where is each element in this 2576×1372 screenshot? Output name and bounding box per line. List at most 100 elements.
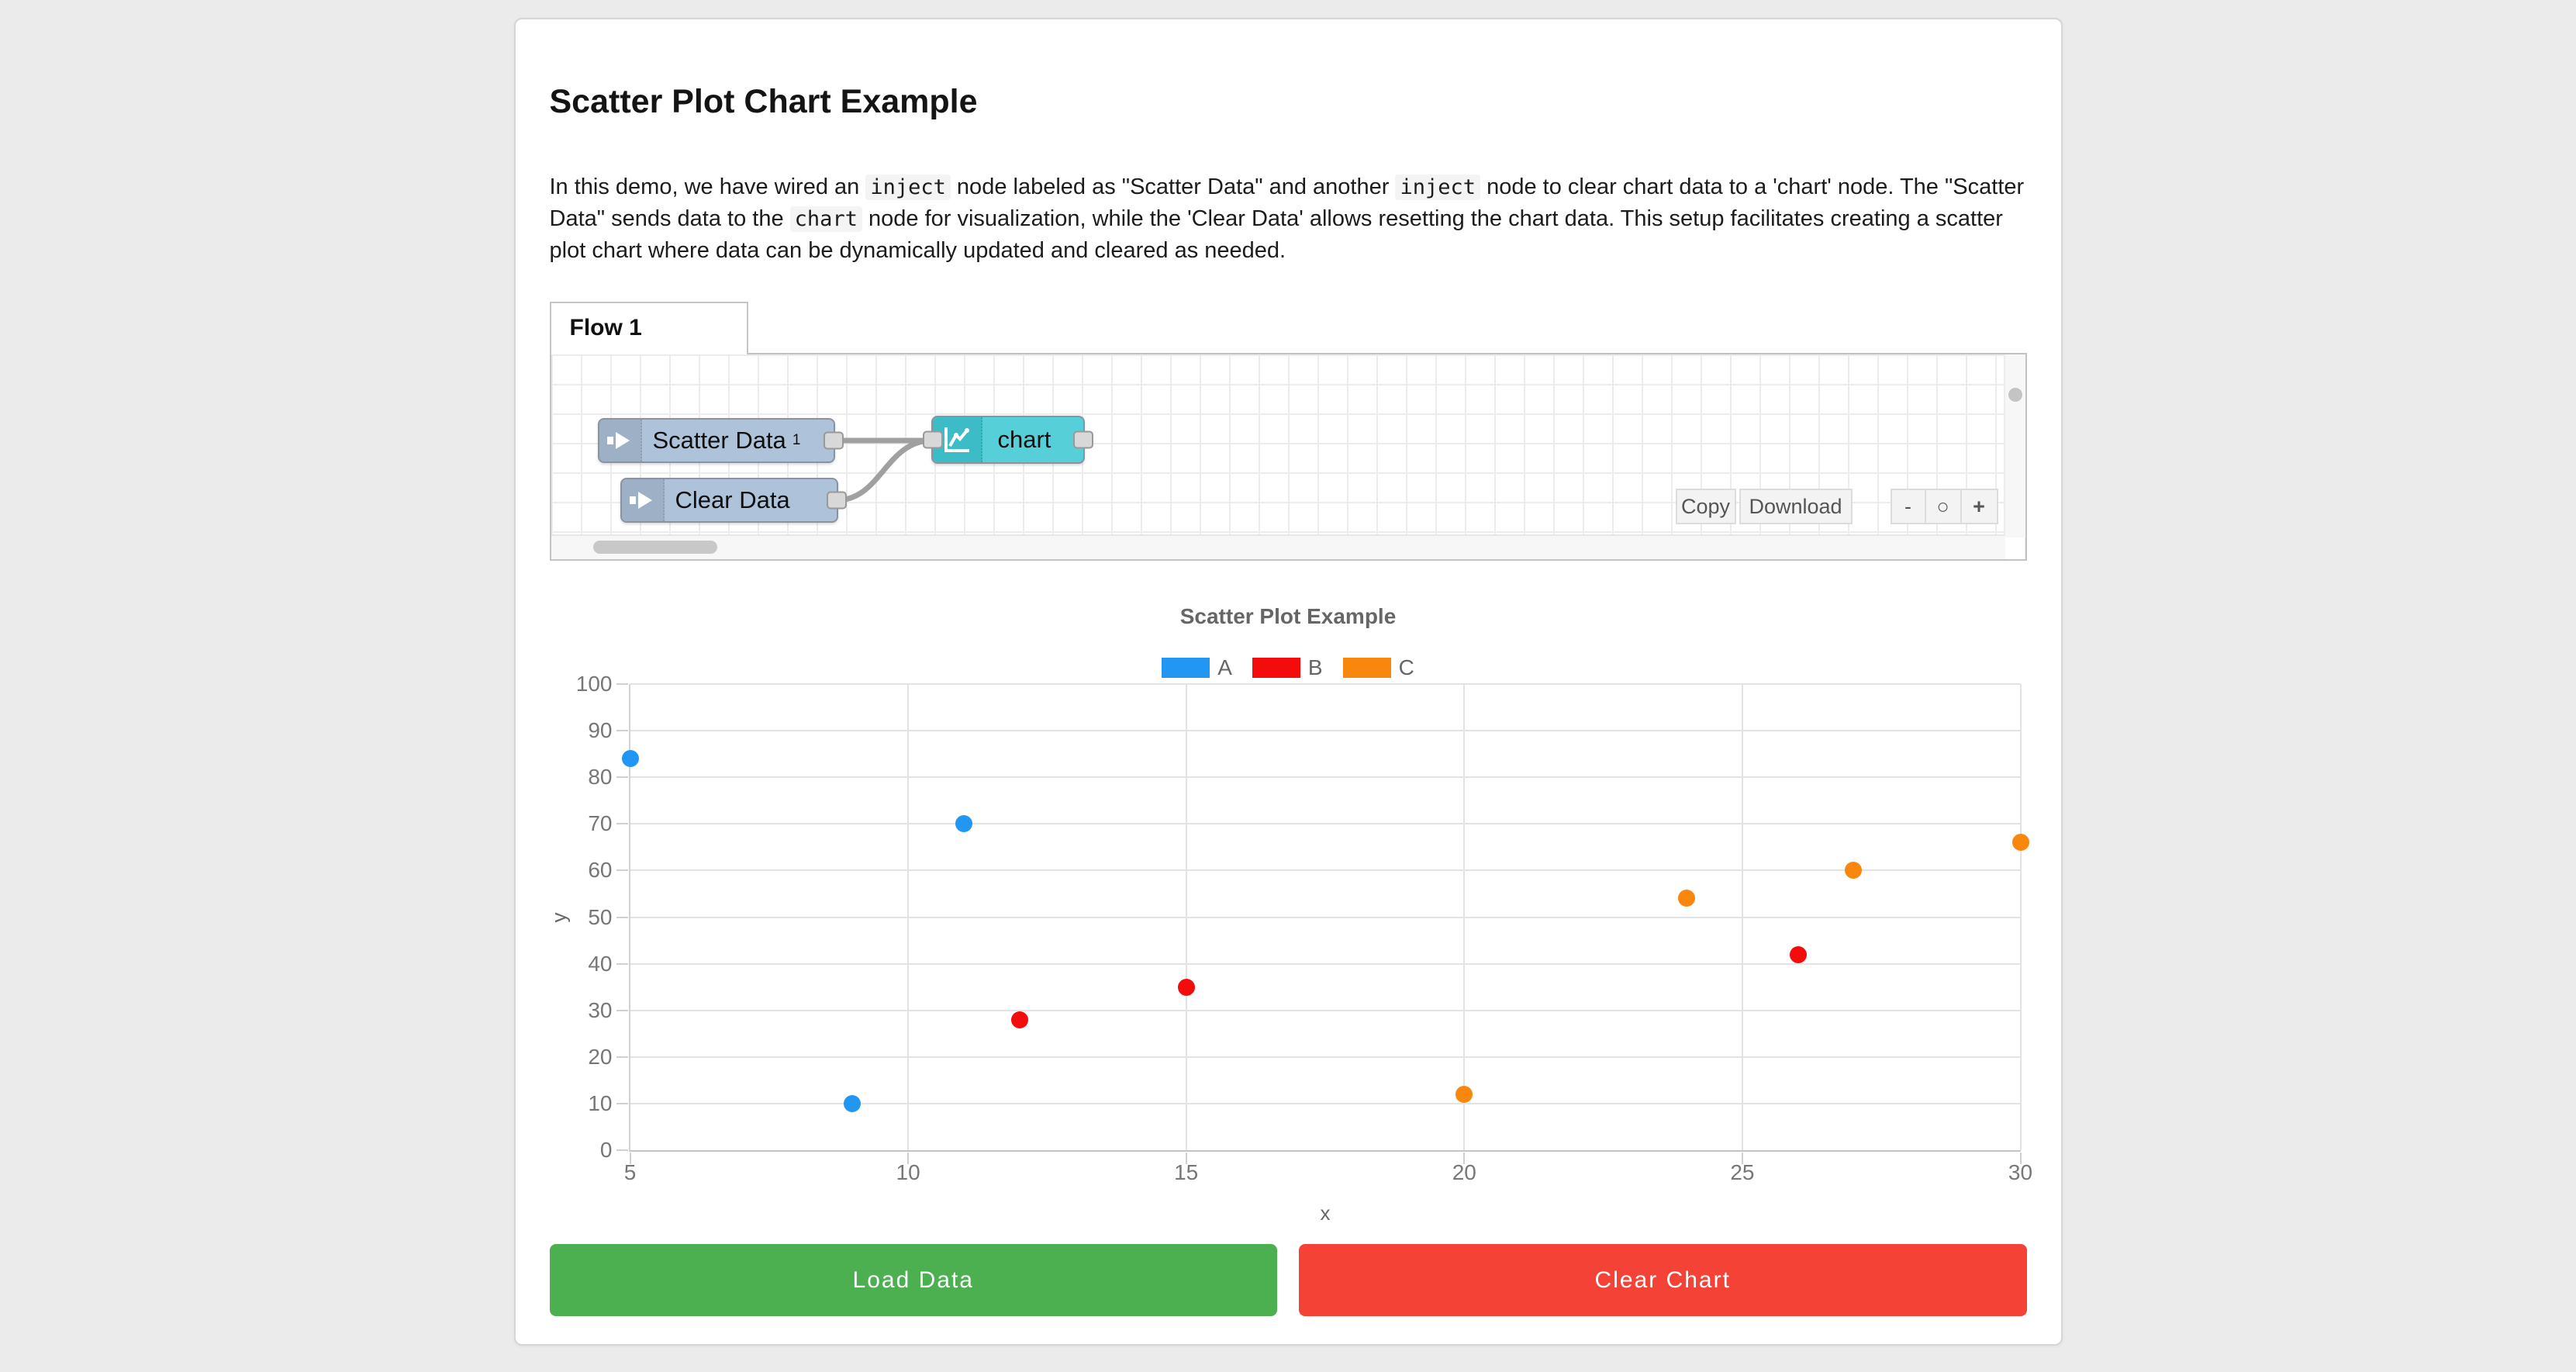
output-port[interactable] [826,491,847,510]
node-clear-data[interactable]: Clear Data [620,478,847,523]
vertical-scrollbar-thumb[interactable] [2008,388,2022,402]
node-chart[interactable]: chart [922,416,1093,464]
description-text: node to clear chart data to a 'chart' no… [549,175,2025,231]
zoom-out-button[interactable]: - [1890,489,1926,524]
zoom-in-button[interactable]: + [1960,489,1998,524]
y-tick-label: 30 [588,997,613,1022]
data-point-c [2011,834,2029,852]
horizontal-scrollbar-thumb[interactable] [592,541,717,554]
inject-icon [621,479,665,521]
h-gridline [630,1009,2021,1011]
x-tick-label: 25 [1730,1160,1755,1184]
output-port[interactable] [823,431,844,450]
horizontal-scrollbar[interactable] [551,534,2005,559]
legend-swatch [1162,658,1210,678]
load-data-button[interactable]: Load Data [549,1244,1277,1316]
x-tick-mark [1463,1153,1466,1164]
vertical-scrollbar[interactable] [2003,354,2025,537]
y-axis-title: y [547,912,570,922]
node-scatter-data[interactable]: Scatter Data 1 [597,418,844,463]
y-tick-mark [616,1009,628,1011]
legend-label: B [1307,655,1323,679]
v-gridline [2019,684,2022,1150]
data-point-c [1678,890,1696,907]
y-tick-label: 0 [599,1138,613,1162]
y-tick-mark [616,776,628,779]
v-gridline [1741,684,1743,1150]
node-label: chart [997,426,1051,453]
h-gridline [630,916,2021,918]
data-point-b [1010,1011,1028,1028]
y-tick-label: 100 [575,672,613,696]
data-point-b [1789,945,1807,963]
y-tick-mark [616,869,628,872]
chart-legend: A B C [550,655,2027,680]
data-point-a [955,815,972,833]
x-tick-mark [1741,1153,1743,1164]
y-tick-mark [616,823,628,825]
action-buttons-row: Load Data Clear Chart [549,1244,2027,1316]
x-tick-label: 5 [623,1160,637,1184]
chart-section: Scatter Plot Example A B C x y 0 10 20 30 40 50… [547,604,2032,1225]
y-tick-label: 20 [588,1044,613,1069]
inline-code: chart [789,206,862,232]
y-tick-mark [616,1102,628,1104]
data-point-c [1455,1085,1473,1103]
input-port[interactable] [922,430,943,449]
flow-wires [830,437,934,503]
y-tick-label: 50 [588,904,613,929]
h-gridline [630,962,2021,965]
legend-swatch [1342,658,1391,678]
x-tick-mark [1185,1153,1187,1164]
h-gridline [630,730,2021,732]
y-tick-label: 70 [588,811,613,836]
h-gridline [630,683,2021,685]
data-point-a [621,750,639,768]
y-tick-label: 60 [588,858,613,883]
content-card: Scatter Plot Chart Example In this demo,… [513,18,2063,1346]
wire-clear-to-chart [833,437,934,503]
node-label: Clear Data [675,486,790,513]
y-tick-label: 40 [588,951,613,976]
data-point-a [844,1094,862,1112]
flow-tab[interactable]: Flow 1 [549,302,748,354]
chart-title: Scatter Plot Example [1179,604,1397,628]
legend-item-a[interactable]: A [1162,655,1232,680]
inline-code: inject [1395,175,1481,200]
page-title: Scatter Plot Chart Example [549,83,978,120]
flow-editor-section: Flow 1 Scatter Data 1 Clear Data [549,302,2027,561]
h-gridline [630,869,2021,872]
zoom-reset-button[interactable]: ○ [1924,489,1962,524]
scatter-plot-area[interactable]: x y 0 10 20 30 40 50 60 70 80 90 100 5 10 15 20 25 30 [547,672,2032,1225]
legend-label: A [1217,655,1232,679]
copy-button[interactable]: Copy [1675,489,1736,524]
x-tick-label: 10 [896,1160,920,1184]
clear-chart-button[interactable]: Clear Chart [1299,1244,2027,1316]
download-button[interactable]: Download [1739,489,1853,524]
y-tick-mark [616,962,628,965]
x-tick-mark [629,1153,631,1164]
inline-code: inject [865,175,951,200]
x-tick-mark [2019,1153,2022,1164]
x-tick-label: 15 [1174,1160,1199,1184]
node-label: Scatter Data 1 [652,427,801,454]
legend-item-c[interactable]: C [1342,655,1414,680]
v-gridline [1185,684,1187,1150]
h-gridline [630,1102,2021,1104]
y-tick-mark [616,1056,628,1058]
data-point-b [1177,978,1195,996]
x-tick-label: 30 [2008,1160,2033,1184]
h-gridline [630,1056,2021,1058]
y-tick-label: 80 [588,765,613,790]
y-tick-label: 90 [588,718,613,743]
y-tick-mark [616,683,628,685]
v-gridline [907,684,910,1150]
description-text: In this demo, we have wired an [549,175,866,199]
legend-swatch [1252,658,1300,678]
x-axis-title: x [1320,1201,1331,1225]
flow-canvas[interactable]: Scatter Data 1 Clear Data cha [549,353,2027,561]
h-gridline [630,823,2021,825]
y-tick-mark [616,916,628,918]
legend-item-b[interactable]: B [1252,655,1323,680]
output-port[interactable] [1072,430,1093,449]
